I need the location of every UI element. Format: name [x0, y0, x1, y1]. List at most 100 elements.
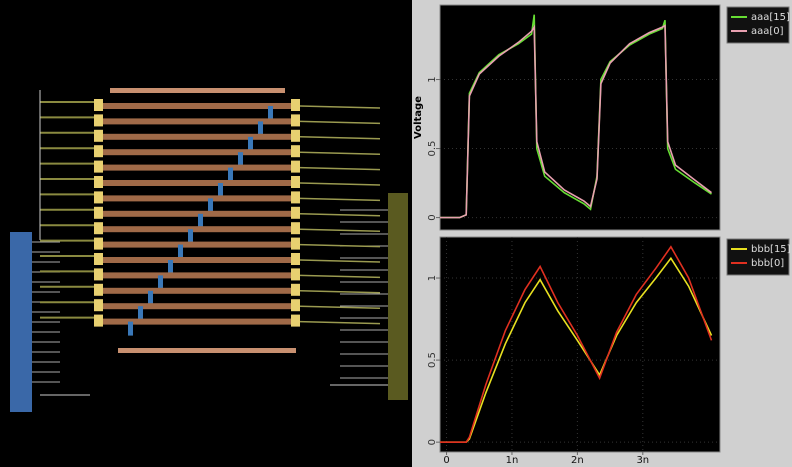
series-line [440, 24, 712, 219]
contact [291, 206, 300, 219]
route [100, 241, 295, 248]
wire [299, 290, 381, 294]
contact [291, 299, 300, 312]
legend-box [726, 6, 790, 44]
wire [299, 166, 381, 171]
wire [299, 274, 381, 279]
via [168, 260, 173, 274]
wire [299, 305, 381, 309]
series-line [440, 245, 713, 444]
contact [94, 129, 103, 142]
y-tick-label: 0 [427, 439, 438, 445]
wire [299, 197, 381, 202]
contact [94, 299, 103, 312]
contact [94, 222, 103, 235]
route [118, 348, 296, 353]
y-tick-label: 1 [427, 275, 438, 281]
via [258, 121, 263, 136]
contact [291, 253, 300, 265]
x-tick-label: 3n [636, 455, 649, 466]
contact [94, 283, 103, 296]
legend-label: bbb[15] [751, 244, 791, 255]
via [268, 106, 273, 120]
contact [94, 160, 103, 173]
route [100, 226, 295, 233]
via [188, 229, 193, 244]
layout-view [10, 88, 408, 412]
route [100, 272, 295, 279]
wire [299, 151, 381, 155]
via [148, 290, 153, 305]
legend-label: bbb[0] [751, 258, 784, 269]
left-pin-bar [10, 232, 32, 412]
y-tick-label: 0.5 [427, 141, 438, 157]
wire [299, 243, 381, 248]
route [100, 180, 295, 186]
contact [94, 176, 103, 188]
y-tick-label: 0 [427, 214, 438, 220]
contact [291, 99, 300, 111]
route [100, 257, 295, 263]
route [100, 164, 295, 171]
via [138, 306, 143, 321]
route [100, 303, 295, 310]
x-tick-label: 0 [443, 455, 449, 466]
wire [299, 120, 381, 125]
wire [299, 182, 381, 186]
via [178, 244, 183, 259]
wire [299, 228, 381, 232]
x-tick-label: 2n [571, 455, 584, 466]
contact [291, 145, 300, 158]
contact [291, 191, 300, 204]
via [238, 152, 243, 167]
y-axis-label: Voltage [413, 96, 424, 139]
route [100, 103, 295, 109]
contact [291, 237, 300, 250]
contact [94, 145, 103, 158]
series-line [440, 14, 712, 219]
wire [299, 136, 381, 140]
via [248, 136, 253, 151]
route [100, 149, 295, 156]
wire [299, 259, 381, 263]
y-tick-label: 0.5 [427, 352, 438, 368]
contact [94, 114, 103, 127]
via [198, 213, 203, 228]
route [100, 195, 295, 202]
wire [299, 213, 381, 217]
contact [94, 99, 103, 111]
route [100, 287, 295, 294]
y-tick-label: 1 [427, 76, 438, 82]
contact [291, 268, 300, 281]
via [228, 167, 233, 182]
contact [94, 191, 103, 204]
via [128, 321, 133, 336]
route [100, 133, 295, 140]
route [110, 88, 285, 93]
contact [94, 253, 103, 265]
contact [94, 314, 103, 327]
contact [291, 176, 300, 188]
plot-area [439, 4, 721, 231]
route [100, 318, 295, 325]
route [100, 210, 295, 217]
contact [291, 283, 300, 296]
route [100, 118, 295, 125]
contact [291, 160, 300, 173]
contact [291, 314, 300, 327]
series-line [440, 256, 713, 444]
right-pin-bar [388, 193, 408, 400]
contact [291, 222, 300, 235]
legend-label: aaa[0] [751, 26, 784, 37]
x-tick-label: 1n [506, 455, 519, 466]
legend-box [726, 238, 790, 276]
via [218, 183, 223, 197]
wire [299, 320, 381, 325]
legend-label: aaa[15] [751, 12, 790, 23]
wire [299, 105, 381, 109]
contact [94, 206, 103, 219]
contact [94, 237, 103, 250]
contact [291, 114, 300, 127]
via [208, 198, 213, 213]
